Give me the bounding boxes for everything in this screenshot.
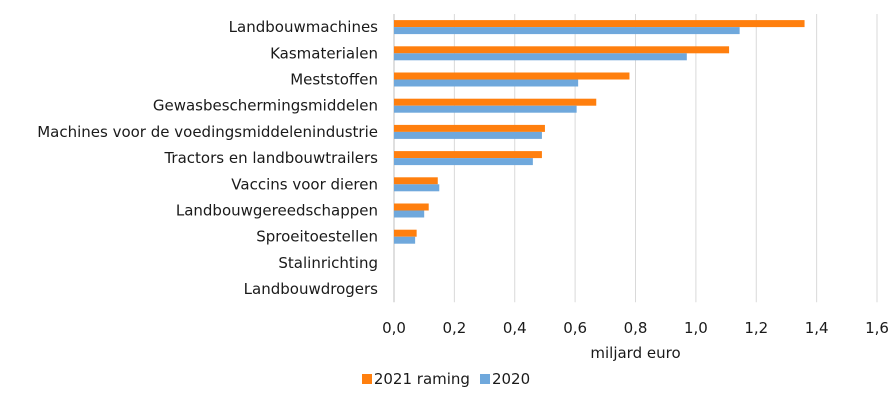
category-label: Landbouwmachines [229,18,379,36]
x-tick-label: 1,0 [684,319,708,337]
bar-2020 [394,210,425,218]
bars [394,20,805,244]
bar-2021 [394,46,730,54]
bar-2021 [394,20,805,28]
category-label: Landbouwgereedschappen [176,202,378,220]
legend-item-2020: 2020 [479,370,531,388]
category-label: Landbouwdrogers [244,280,379,298]
bar-2021 [394,124,545,132]
x-tick-label: 0,8 [624,319,648,337]
bar-2021 [394,151,542,159]
category-label: Meststoffen [290,71,378,89]
bar-2021 [394,72,630,80]
bar-2020 [394,79,579,87]
legend-label-2020: 2020 [491,370,531,388]
category-label: Vaccins voor dieren [231,175,378,193]
bar-2020 [394,131,542,139]
bar-2020 [394,105,577,113]
legend-item-2021: 2021 raming [361,370,470,388]
bar-2020 [394,184,440,192]
bar-2020 [394,236,416,244]
category-label: Machines voor de voedingsmiddelenindustr… [37,123,378,141]
bar-2021 [394,203,429,211]
bar-2020 [394,53,687,61]
legend-label-2021: 2021 raming [373,370,470,388]
bar-2021 [394,98,597,106]
x-tick-label: 1,4 [805,319,829,337]
x-tick-label: 1,2 [744,319,768,337]
category-label: Sproeitoestellen [256,228,378,246]
category-label: Gewasbeschermingsmiddelen [153,97,378,115]
legend: 2021 raming 2020 [0,370,892,388]
bar-2021 [394,177,438,185]
x-tick-label: 0,6 [563,319,587,337]
bar-2021 [394,229,417,237]
x-tick-label: 0,4 [503,319,527,337]
x-tick-label: 0,2 [442,319,466,337]
legend-swatch-2021 [361,374,372,384]
x-tick-label: 1,6 [865,319,889,337]
x-tick-label: 0,0 [382,319,406,337]
category-labels: Landbouwmachines Kasmaterialen Meststoffen… [37,18,378,298]
category-label: Stalinrichting [278,254,378,272]
bar-2020 [394,27,740,35]
x-axis-title: miljard euro [590,344,680,362]
category-label: Tractors en landbouwtrailers [163,149,378,167]
category-label: Kasmaterialen [270,44,378,62]
bar-2020 [394,158,533,166]
legend-swatch-2020 [479,374,490,384]
x-tick-labels: 0,0 0,2 0,4 0,6 0,8 1,0 1,2 1,4 1,6 [382,319,889,337]
